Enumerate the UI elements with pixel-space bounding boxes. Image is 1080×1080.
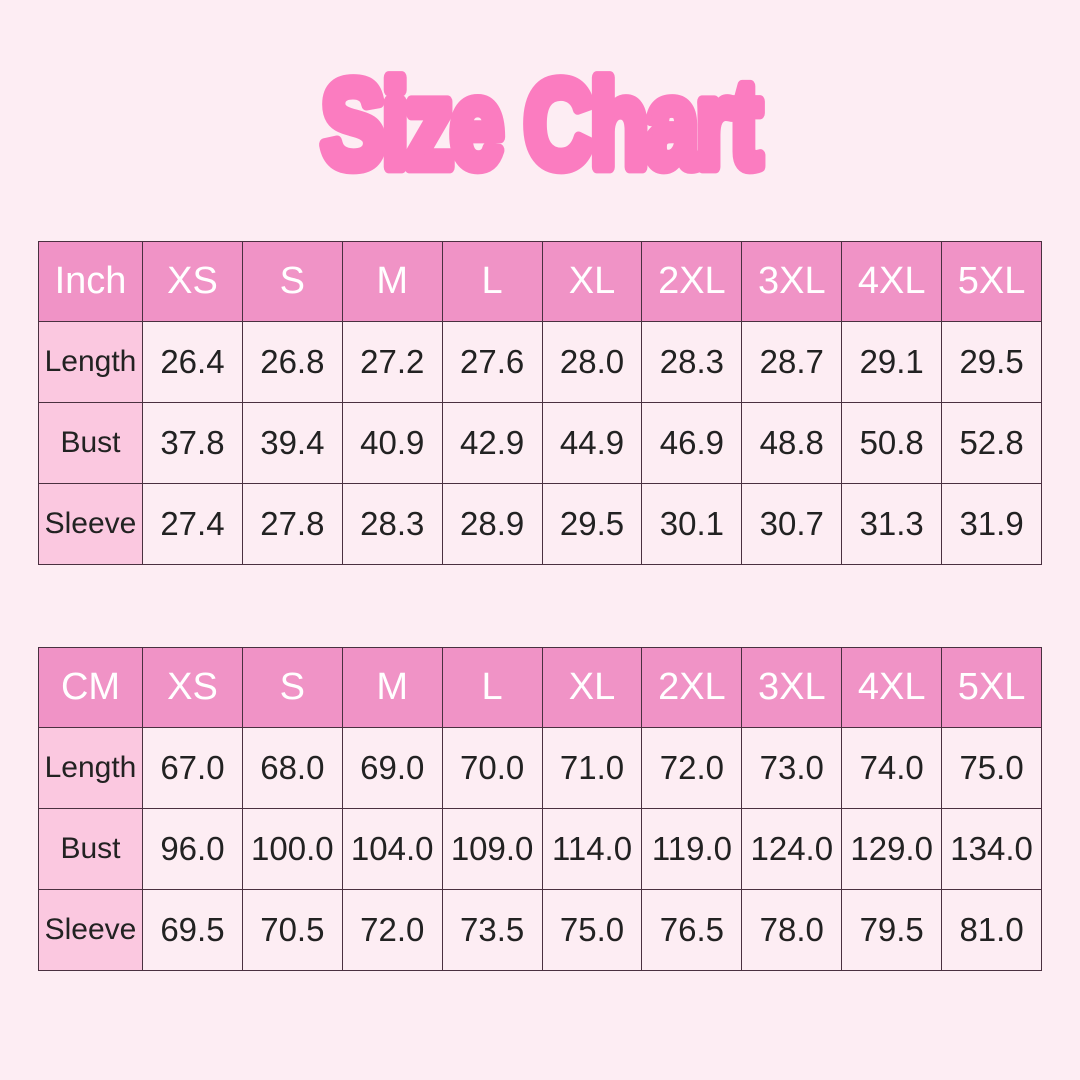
svg-text:Size Chart: Size Chart xyxy=(321,57,761,194)
